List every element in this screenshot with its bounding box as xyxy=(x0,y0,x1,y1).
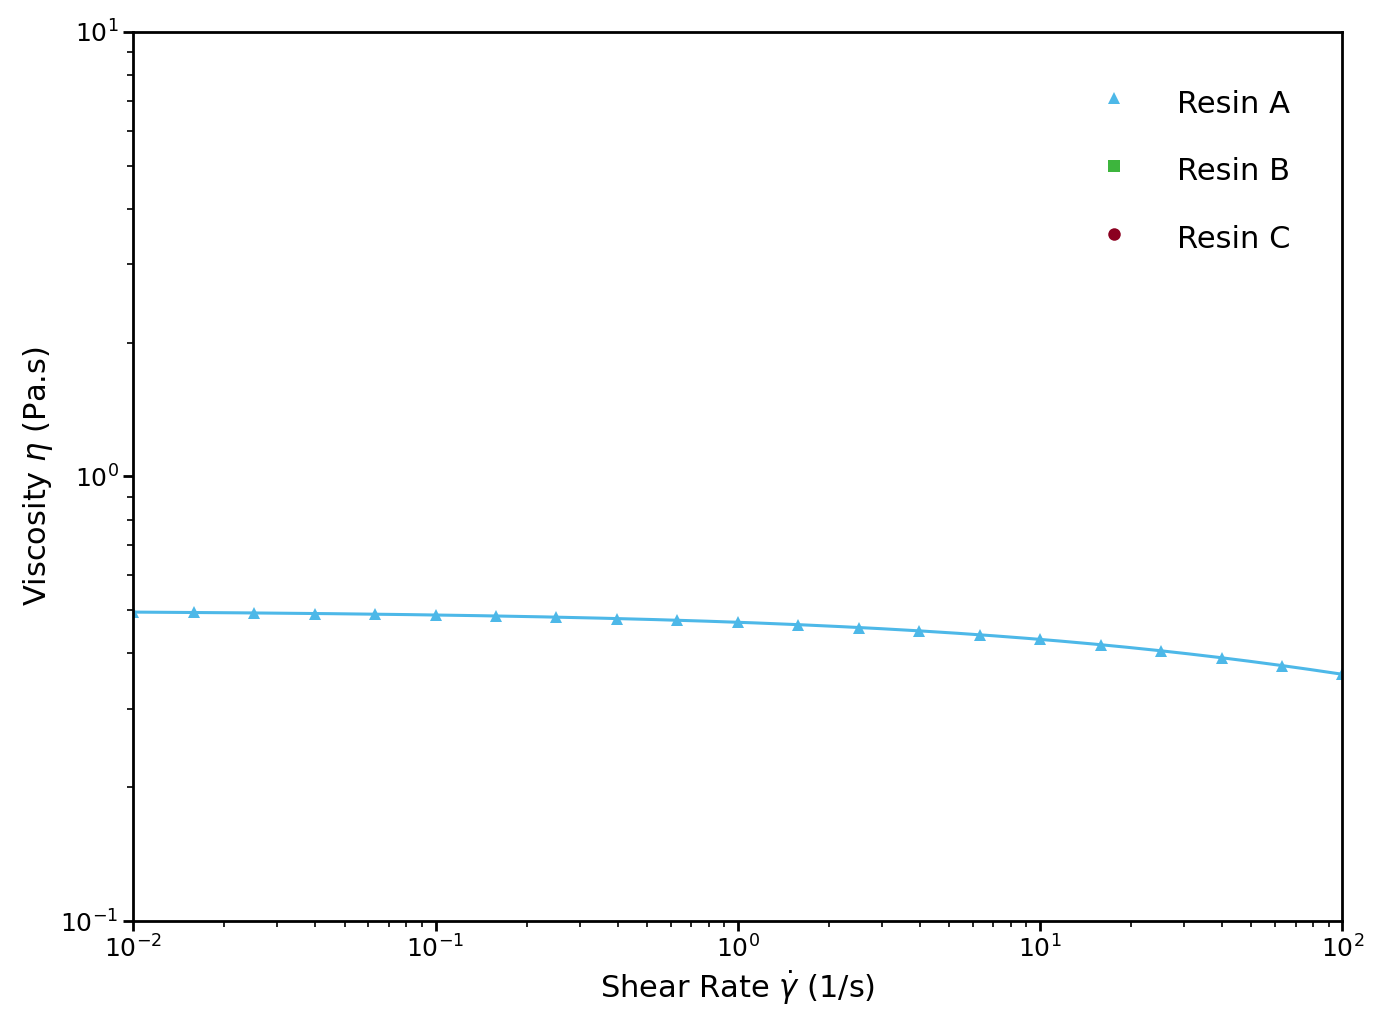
Resin A xyxy=(789,619,806,631)
Resin A xyxy=(367,608,384,620)
Resin A xyxy=(669,614,686,626)
Resin A xyxy=(548,611,565,623)
Resin A xyxy=(1032,633,1048,646)
Resin A xyxy=(971,629,988,641)
Resin A xyxy=(245,607,262,619)
Resin A xyxy=(1213,652,1230,664)
Resin A xyxy=(911,625,928,637)
Y-axis label: Viscosity $\eta$ (Pa.s): Viscosity $\eta$ (Pa.s) xyxy=(21,346,55,607)
Resin A xyxy=(186,607,202,619)
Resin A xyxy=(427,609,443,621)
Resin A xyxy=(608,613,625,625)
Resin A xyxy=(850,621,867,633)
Resin A xyxy=(125,605,141,618)
X-axis label: Shear Rate $\dot{\gamma}$ (1/s): Shear Rate $\dot{\gamma}$ (1/s) xyxy=(600,968,875,1007)
Resin A xyxy=(1334,668,1350,681)
Line: Resin A: Resin A xyxy=(127,605,1349,681)
Legend: Resin A, Resin B, Resin C: Resin A, Resin B, Resin C xyxy=(1040,47,1327,293)
Resin A xyxy=(1093,638,1109,651)
Resin A xyxy=(1152,645,1169,657)
Resin A xyxy=(488,610,504,622)
Resin A xyxy=(1274,659,1291,671)
Resin A xyxy=(306,608,323,620)
Resin A xyxy=(730,616,747,628)
